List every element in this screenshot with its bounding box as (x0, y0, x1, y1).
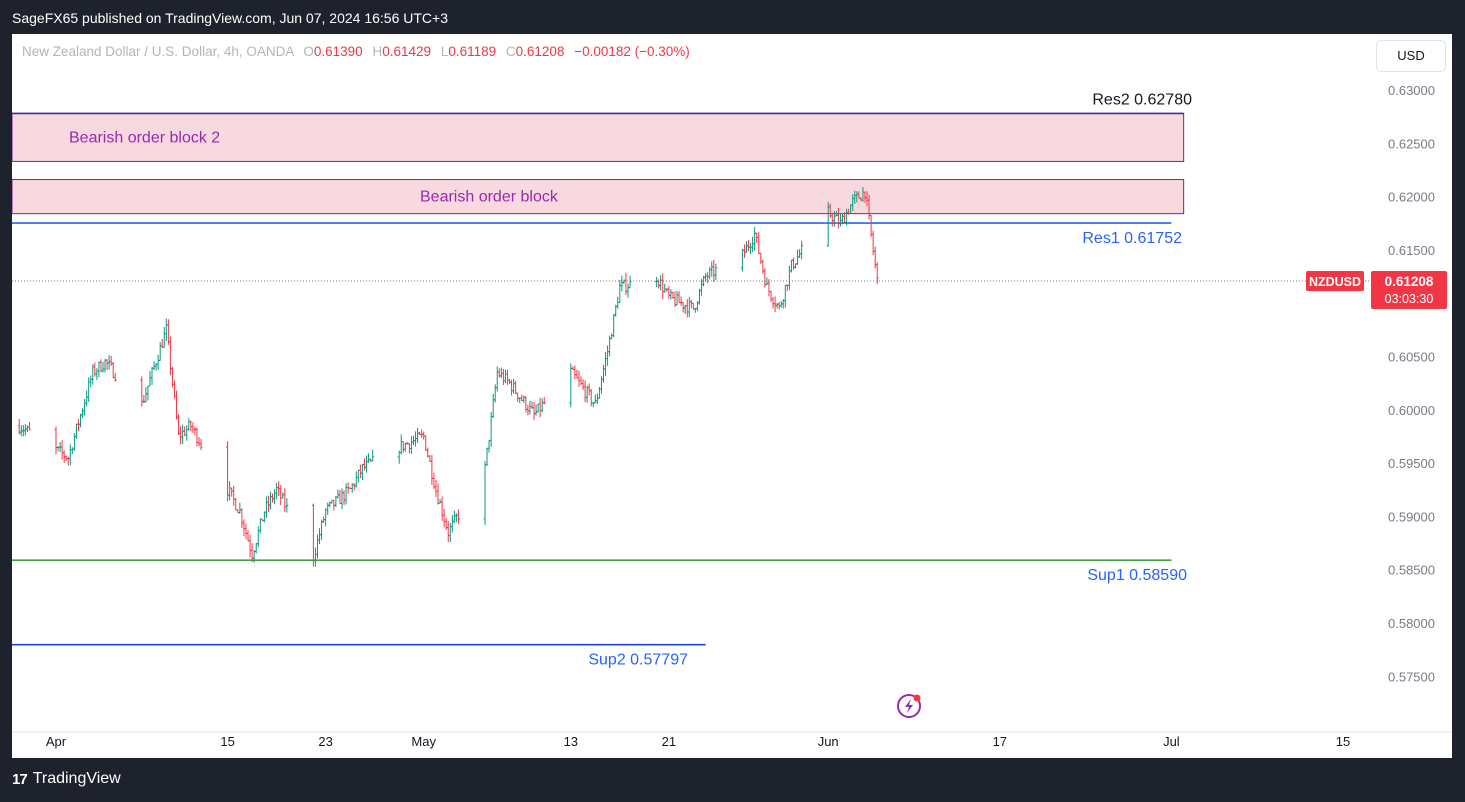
order-block-zone (12, 112, 1185, 162)
chart-legend: New Zealand Dollar / U.S. Dollar, 4h, OA… (22, 44, 690, 59)
y-tick-label: 0.62500 (1388, 136, 1435, 151)
symbol-badge-text: NZDUSD (1309, 275, 1361, 289)
order-block-label: Bearish order block 2 (69, 129, 220, 146)
order-block-label: Bearish order block (420, 189, 559, 206)
y-tick-label: 0.60000 (1388, 403, 1435, 418)
high-value: 0.61429 (382, 44, 432, 59)
x-tick-label: 17 (993, 734, 1007, 749)
order-block-zone (12, 179, 1185, 215)
chart-panel[interactable]: Bearish order block 2 Bearish order block… (12, 34, 1452, 758)
open-value: 0.61390 (313, 44, 363, 59)
close-value: 0.61208 (515, 44, 565, 59)
y-tick-label: 0.60500 (1388, 350, 1435, 365)
price-badge (1371, 271, 1447, 310)
x-tick-label: Apr (46, 734, 67, 749)
close-label: C (505, 44, 516, 59)
instrument-name: New Zealand Dollar / U.S. Dollar, 4h, OA… (22, 44, 294, 59)
change-value: −0.00182 (−0.30%) (574, 44, 690, 59)
tradingview-brand: TradingView (32, 770, 121, 787)
x-tick-label: 21 (662, 734, 676, 749)
low-label: L (440, 44, 449, 59)
level-label: Res2 0.62780 (1092, 91, 1192, 108)
y-tick-label: 0.63000 (1388, 83, 1435, 98)
replay-icon[interactable] (897, 694, 921, 718)
price-badge-value: 0.61208 (1385, 274, 1434, 289)
x-tick-label: 13 (564, 734, 578, 749)
open-label: O (303, 44, 314, 59)
currency-button[interactable]: USD (1376, 40, 1446, 72)
low-value: 0.61189 (448, 44, 497, 59)
x-tick-label: 23 (318, 734, 332, 749)
x-tick-label: May (411, 734, 436, 749)
y-tick-label: 0.59500 (1388, 456, 1435, 471)
y-tick-label: 0.59000 (1388, 509, 1435, 524)
level-label: Sup2 0.57797 (588, 652, 688, 669)
y-tick-label: 0.61500 (1388, 243, 1435, 258)
y-tick-label: 0.58500 (1388, 563, 1435, 578)
x-tick-label: 15 (1336, 734, 1350, 749)
x-tick-label: Jul (1163, 734, 1180, 749)
x-tick-label: 15 (220, 734, 234, 749)
tradingview-logo-icon: 17 (12, 770, 28, 788)
tradingview-footer[interactable]: 17 TradingView (12, 770, 121, 788)
y-tick-label: 0.62000 (1388, 190, 1435, 205)
y-tick-label: 0.58000 (1388, 616, 1435, 631)
x-tick-label: Jun (818, 734, 839, 749)
y-tick-label: 0.57500 (1388, 669, 1435, 684)
level-label: Res1 0.61752 (1082, 230, 1182, 247)
level-label: Sup1 0.58590 (1087, 567, 1187, 584)
high-label: H (372, 44, 383, 59)
price-chart[interactable]: Bearish order block 2 Bearish order block… (12, 34, 1452, 758)
price-badge-countdown: 03:03:30 (1385, 292, 1434, 306)
published-header: SageFX65 published on TradingView.com, J… (12, 10, 448, 26)
symbol-badge (1306, 271, 1364, 292)
